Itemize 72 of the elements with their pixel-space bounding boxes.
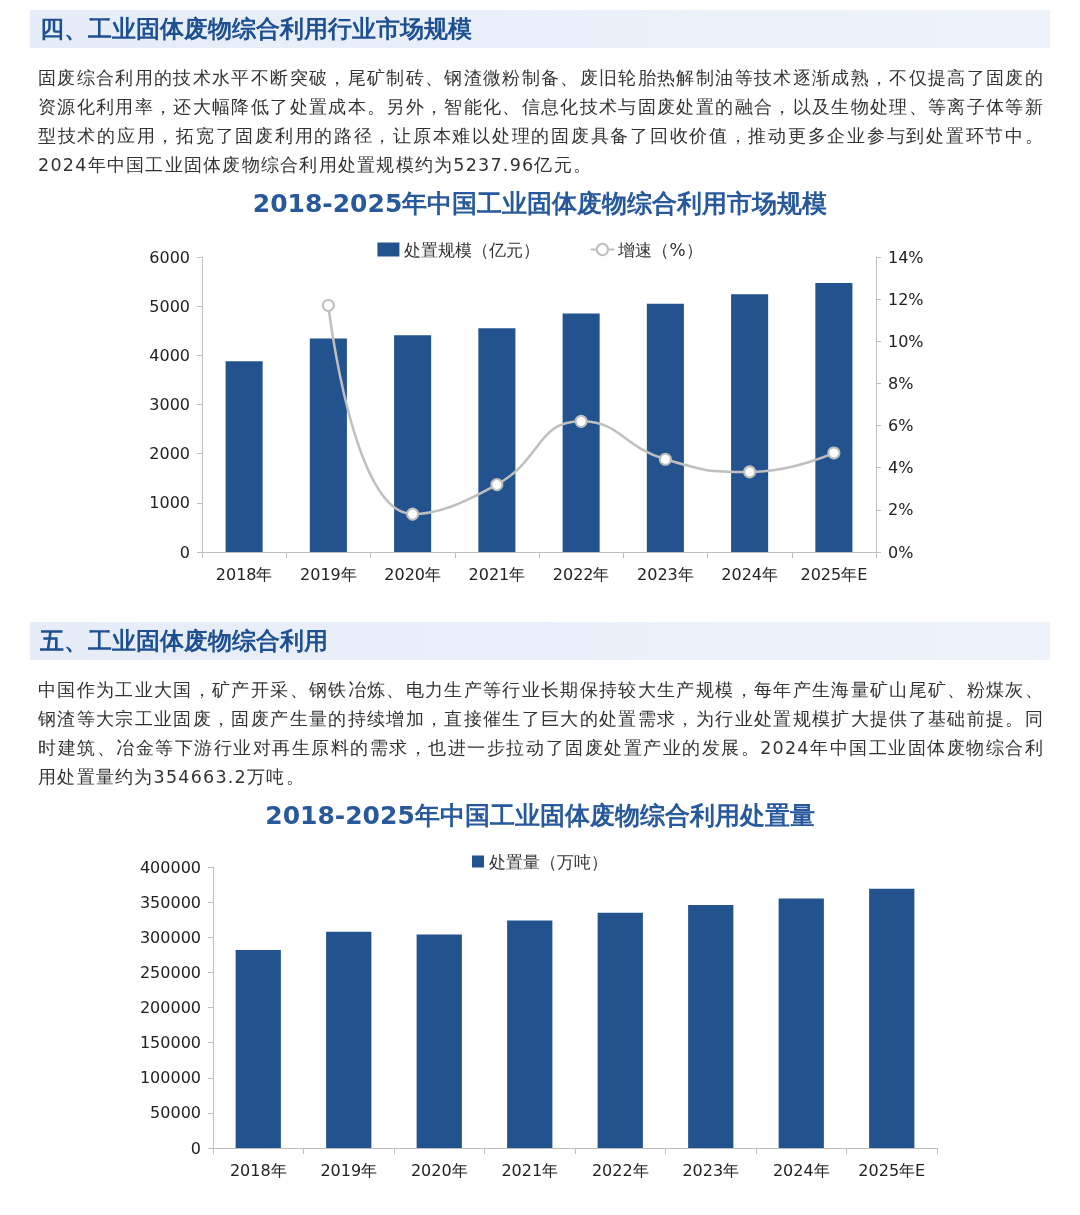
point bbox=[658, 452, 672, 466]
bar bbox=[478, 328, 516, 552]
y-tick-label: 250000 bbox=[139, 962, 201, 982]
x-tick-label: 2025年E bbox=[858, 1160, 926, 1180]
y-tick-label: 3000 bbox=[149, 395, 190, 414]
chart-title: 2018-2025年中国工业固体废物综合利用处置量 bbox=[265, 801, 815, 830]
y2-tick-label: 8% bbox=[888, 373, 914, 393]
x-tick-label: 2022年 bbox=[552, 564, 610, 584]
x-tick-label: 2025年E bbox=[800, 564, 868, 584]
bar bbox=[507, 920, 553, 1148]
bar bbox=[394, 335, 432, 552]
legend-label: 处置量（万吨） bbox=[489, 851, 608, 872]
y-tick-label: 400000 bbox=[139, 857, 201, 877]
y2-tick-label: 12% bbox=[888, 289, 924, 309]
x-tick-label: 2020年 bbox=[384, 564, 441, 584]
y2-tick-label: 6% bbox=[888, 416, 914, 436]
x-tick-label: 2019年 bbox=[300, 564, 357, 584]
bar bbox=[869, 888, 915, 1148]
bar bbox=[309, 338, 347, 552]
y2-tick-label: 2% bbox=[888, 500, 914, 520]
y-tick-label: 4000 bbox=[149, 345, 190, 365]
bar bbox=[597, 912, 643, 1148]
point bbox=[406, 507, 420, 521]
x-tick-label: 2024年 bbox=[721, 564, 778, 584]
point bbox=[490, 478, 504, 492]
bar bbox=[562, 313, 600, 552]
x-tick-label: 2024年 bbox=[772, 1160, 830, 1180]
x-tick-label: 2019年 bbox=[320, 1160, 378, 1180]
y-tick-label: 100000 bbox=[139, 1068, 201, 1088]
x-tick-label: 2020年 bbox=[410, 1160, 468, 1180]
bar bbox=[731, 294, 769, 552]
y-tick-label: 50000 bbox=[150, 1103, 201, 1123]
point bbox=[827, 446, 841, 460]
y-tick-label: 6000 bbox=[149, 247, 190, 267]
bar bbox=[688, 904, 734, 1148]
x-tick-label: 2021年 bbox=[468, 564, 526, 584]
y-tick-label: 350000 bbox=[139, 892, 201, 912]
y-tick-label: 200000 bbox=[139, 998, 201, 1017]
x-tick-label: 2023年 bbox=[682, 1160, 740, 1180]
y-tick-label: 0 bbox=[190, 1138, 201, 1158]
x-tick-label: 2023年 bbox=[637, 564, 694, 584]
bar bbox=[326, 931, 372, 1148]
y2-tick-label: 14% bbox=[888, 247, 924, 267]
bar bbox=[416, 934, 462, 1148]
x-tick-label: 2022年 bbox=[591, 1160, 649, 1180]
y-tick-label: 300000 bbox=[139, 927, 201, 947]
y2-tick-label: 10% bbox=[888, 331, 924, 351]
x-tick-label: 2018年 bbox=[215, 564, 273, 584]
text: 固废综合利用的技术水平不断突破，尾矿制砖、钢渣微粉制备、废旧轮胎热解制油等技术逐渐成熟，不仅提高了固废的资源化利用率，还大幅降低了处置成本。另外，智能化、信息化技术与固废处置的融合，以及生物处理、等离子体等新型技术的应用，拓宽了固废利用的路径，让原本难以处理的固废具备了回收价值，推动更多企业参与到处置环节中。2024年中国工业固体废物综合利用处置规模约为5237.96亿元。 bbox=[38, 67, 1044, 177]
bar bbox=[815, 283, 853, 552]
legend-label: 处置规模（亿元） bbox=[404, 239, 541, 260]
text: 中国作为工业大国，矿产开采、钢铁冶炼、电力生产等行业长期保持较大生产规模，每年产生海量矿山尾矿、粉煤灰、钢渣等大宗工业固废，固废产生量的持续增加，直接催生了巨大的处置需求，为行业处置规模扩大提供了基础前提。同时建筑、冶金等下游行业对再生原料的需求，也进一步拉动了固废处置产业的发展。2024年中国工业固体废物综合利用处置量约为354663.2万吨。 bbox=[38, 679, 1044, 789]
y2-tick-label: 0% bbox=[888, 542, 914, 562]
x-tick-label: 2018年 bbox=[229, 1160, 287, 1180]
y-tick-label: 1000 bbox=[149, 493, 190, 513]
y2-tick-label: 4% bbox=[888, 458, 914, 478]
text: 四、工业固体废物综合利用行业市场规模 bbox=[40, 14, 472, 45]
y-tick-label: 0 bbox=[179, 542, 190, 562]
text: 五、工业固体废物综合利用 bbox=[40, 626, 328, 657]
y-tick-label: 5000 bbox=[149, 296, 190, 316]
chart-title: 2018-2025年中国工业固体废物综合利用市场规模 bbox=[252, 189, 828, 218]
x-tick-label: 2021年 bbox=[501, 1160, 559, 1180]
point bbox=[743, 465, 757, 479]
point bbox=[321, 298, 335, 312]
bar bbox=[778, 898, 824, 1148]
point bbox=[574, 414, 588, 428]
bar bbox=[225, 361, 263, 552]
y-tick-label: 150000 bbox=[139, 1033, 201, 1053]
bar bbox=[235, 949, 281, 1148]
bar bbox=[646, 303, 684, 552]
legend-label: 增速（%） bbox=[617, 239, 703, 260]
y-tick-label: 2000 bbox=[149, 444, 190, 464]
